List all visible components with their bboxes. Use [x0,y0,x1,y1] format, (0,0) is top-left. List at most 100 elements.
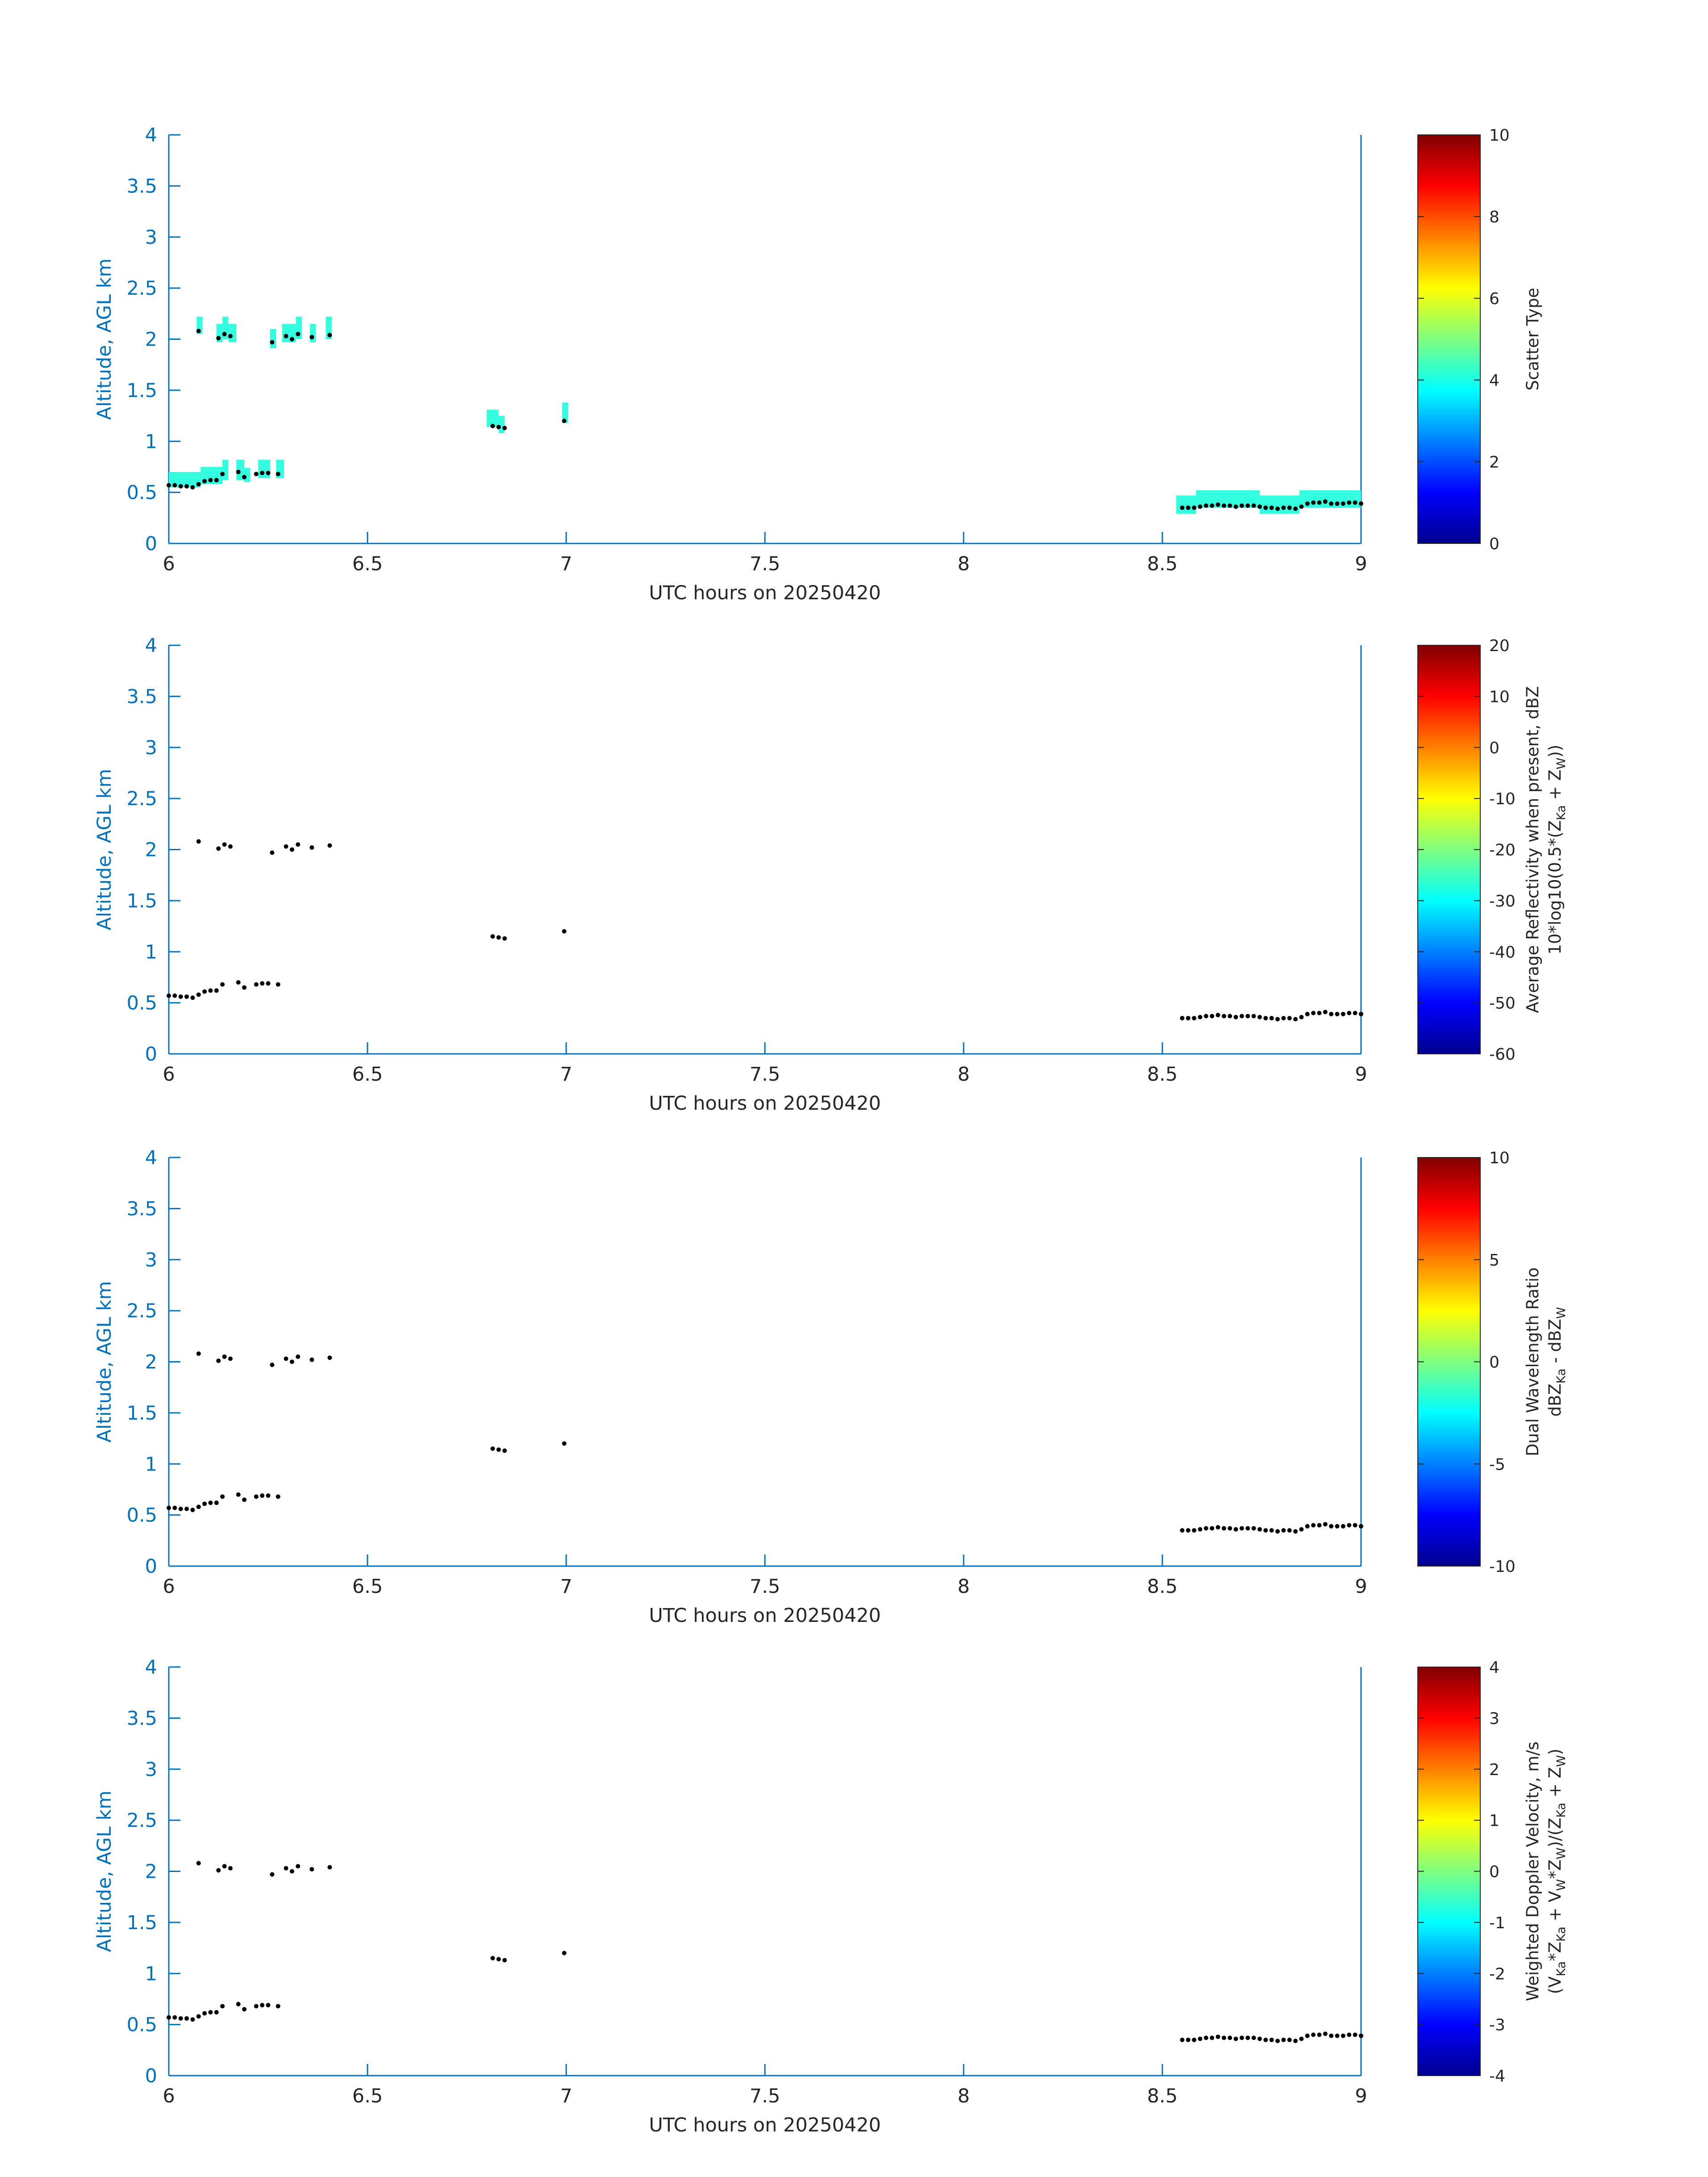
x-tick-label: 6 [163,553,175,575]
data-point [296,1354,301,1359]
data-point [496,935,501,940]
y-tick-label: 1 [145,1963,157,1985]
y-axis-label: Altitude, AGL km [93,259,116,420]
data-point [1275,1529,1280,1534]
colorbar: -60 -50 -40 -30 -20 -10 0 10 20 Average Reflectiv… [1417,637,1568,1064]
data-point [178,1506,183,1511]
data-point [242,475,247,480]
scatter-type-segment [1176,495,1196,514]
y-tick-label: 0 [145,1555,157,1578]
colorbar-tick-label: 4 [1489,1659,1499,1677]
y-tick-label: 1 [145,430,157,453]
x-tick-label: 6.5 [352,1575,383,1598]
data-point [1210,1526,1215,1531]
colorbar-tick-label: 0 [1489,535,1499,553]
scatter-type-segment [236,460,245,481]
data-point [490,1446,495,1451]
data-point [1263,1015,1268,1020]
data-point [202,479,207,484]
data-point [1186,1528,1190,1533]
data-point [196,1861,201,1866]
data-point [289,1359,294,1364]
x-tick-label: 7 [560,1575,572,1598]
x-tick-label: 6 [163,1575,175,1598]
y-tick-label: 3.5 [127,175,157,197]
x-tick-label: 6.5 [352,2085,383,2107]
data-point [1293,1017,1298,1022]
data-point [1228,2035,1232,2040]
colorbar-label: (VKa​*ZKa​ + VW​*ZW​)/(ZKa​ + ZW​) [1545,1749,1568,1994]
panel-3: 0 0.5 1 1.5 2 2.5 3 3.5 4 6 6.5 7 7.5 8 8.5 9 UTC hours … [93,1147,1568,1627]
data-point [1287,505,1292,510]
data-point [222,842,227,847]
data-point [260,2003,265,2008]
data-point [222,1864,227,1869]
data-point [270,340,275,345]
y-tick-label: 4 [145,1147,157,1169]
scatter-type-segment [222,460,229,481]
data-point [1323,2031,1328,2036]
data-point [1281,1015,1286,1020]
data-point [309,845,314,850]
data-point [1329,2033,1334,2038]
data-point [172,2015,177,2020]
colorbar-gradient [1417,134,1481,544]
data-point [309,334,314,339]
colorbar-tick-label: -60 [1489,1045,1516,1064]
colorbar-tick-label: -5 [1489,1455,1505,1474]
scatter-type-segment [562,402,568,423]
data-point [1251,2035,1256,2040]
data-point [184,484,189,489]
data-point [236,980,241,985]
colorbar-gradient [1417,1667,1481,2076]
data-point [214,2010,219,2015]
scatter-type-segment [228,324,237,343]
data-point [1263,505,1268,510]
data-point [196,1351,201,1356]
data-point [1180,505,1185,510]
data-point [172,993,177,998]
data-point [1215,1525,1220,1530]
x-axis-label: UTC hours on 20250420 [649,1605,881,1627]
data-point [1215,1013,1220,1018]
colorbar-tick-label: -40 [1489,943,1516,961]
data-point [222,1354,227,1359]
data-point [1245,1526,1250,1531]
y-tick-label: 2 [145,1861,157,1883]
panel-1: 0 0.5 1 1.5 2 2.5 3 3.5 4 6 6.5 7 7.5 8 8.5 9 UTC hours … [93,124,1542,604]
y-tick-label: 3.5 [127,1707,157,1730]
colorbar-tick-label: 2 [1489,1761,1499,1779]
data-point [1323,499,1328,504]
data-point [266,981,271,986]
data-point [254,1494,259,1499]
y-tick-label: 4 [145,635,157,657]
data-point [1198,504,1203,509]
colorbar-tick-label: 0 [1489,1354,1499,1372]
colorbar-tick-label: 3 [1489,1709,1499,1728]
y-tick-label: 1.5 [127,1402,157,1425]
data-point [289,1869,294,1874]
data-point [1317,1523,1322,1528]
x-tick-label: 6 [163,1063,175,1086]
colorbar-tick-label: 1 [1489,1812,1499,1830]
data-point [184,994,189,999]
colorbar-label: Dual Wavelength Ratio [1523,1267,1542,1456]
y-tick-label: 2 [145,1351,157,1374]
colorbar-label: Average Reflectivity when present, dBZ [1523,686,1542,1013]
data-point [1192,1528,1197,1533]
data-point [1257,504,1262,509]
y-tick-label: 2.5 [127,1300,157,1322]
data-point [216,1358,221,1363]
x-tick-label: 7 [560,2085,572,2107]
data-point [1221,2035,1226,2040]
data-point [202,989,207,994]
data-point [202,2011,207,2016]
data-point [1293,506,1298,511]
data-point [216,846,221,851]
colorbar-tick-label: -50 [1489,994,1516,1013]
colorbar-tick-label: -10 [1489,1558,1516,1576]
y-tick-label: 3.5 [127,685,157,708]
data-point [1233,1527,1238,1532]
data-point [208,478,213,483]
data-point [220,472,225,476]
